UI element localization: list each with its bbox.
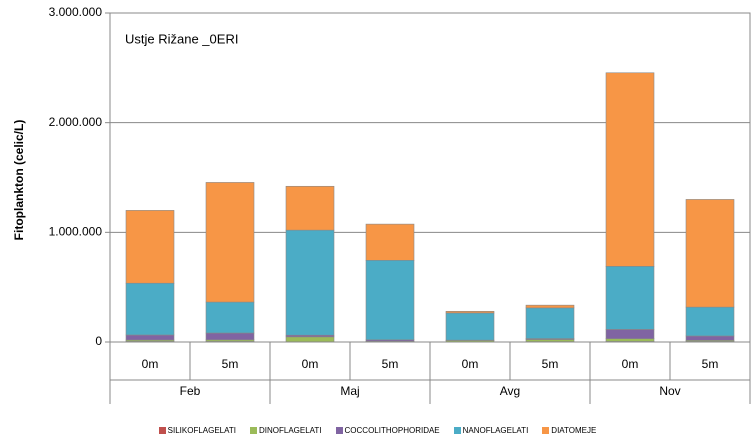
legend: SILIKOFLAGELATI DINOFLAGELATI COCCOLITHOPH… <box>0 426 755 435</box>
legend-swatch <box>249 427 257 434</box>
x-tick-label: 0m <box>462 357 479 371</box>
group-label: Maj <box>340 384 359 398</box>
legend-swatch <box>335 427 343 434</box>
legend-label: SILIKOFLAGELATI <box>167 426 236 435</box>
bar-segment <box>605 266 655 330</box>
bar-segment <box>525 307 575 339</box>
legend-label: COCCOLITHOPHORIDAE <box>344 426 440 435</box>
y-tick-label: 2.000.000 <box>49 115 103 129</box>
x-tick-label: 0m <box>622 357 639 371</box>
bar-segment <box>605 338 655 342</box>
bar-segment <box>205 182 255 303</box>
bar-segment <box>685 199 735 308</box>
group-label: Nov <box>659 384 680 398</box>
y-tick-label: 0 <box>95 334 102 348</box>
bar-segment <box>525 339 575 342</box>
bar-segment <box>125 334 175 341</box>
legend-item: SILIKOFLAGELATI <box>158 426 236 435</box>
legend-item: DIATOMEJE <box>542 426 596 435</box>
legend-label: DINOFLAGELATI <box>258 426 322 435</box>
bar-segment <box>125 210 175 284</box>
chart: Ustje Rižane _0ERI Fitoplankton (celic/L… <box>12 5 751 404</box>
legend-item: NANOFLAGELATI <box>453 426 529 435</box>
bar-segment <box>205 301 255 334</box>
bar-segment <box>445 310 495 314</box>
bar-segment <box>285 185 335 231</box>
legend-label: NANOFLAGELATI <box>462 426 529 435</box>
chart-title: Ustje Rižane _0ERI <box>125 31 238 46</box>
bar-segment <box>285 229 335 336</box>
bar-segment <box>285 336 335 343</box>
y-tick-label: 1.000.000 <box>49 225 103 239</box>
y-axis-title: Fitoplankton (celic/L) <box>12 120 26 241</box>
x-tick-label: 5m <box>702 357 719 371</box>
bar-segment <box>605 72 655 267</box>
legend-swatch <box>453 427 461 434</box>
x-tick-label: 5m <box>382 357 399 371</box>
bar-segment <box>125 282 175 336</box>
legend-swatch <box>542 427 550 434</box>
bar-segment <box>365 259 415 341</box>
legend-item: DINOFLAGELATI <box>249 426 322 435</box>
bar-segment <box>205 332 255 341</box>
x-tick-label: 0m <box>142 357 159 371</box>
bar-segment <box>685 335 735 341</box>
bar-segment <box>445 312 495 341</box>
y-tick-label: 3.000.000 <box>49 5 103 19</box>
x-tick-label: 5m <box>542 357 559 371</box>
x-tick-label: 0m <box>302 357 319 371</box>
bar-segment <box>365 223 415 261</box>
legend-label: DIATOMEJE <box>551 426 597 435</box>
bar-segment <box>605 329 655 340</box>
x-tick-label: 5m <box>222 357 239 371</box>
legend-item: COCCOLITHOPHORIDAE <box>335 426 440 435</box>
legend-swatch <box>158 427 166 434</box>
group-label: Avg <box>500 384 520 398</box>
bar-segment <box>685 306 735 337</box>
bar-segment <box>525 304 575 309</box>
group-label: Feb <box>180 384 201 398</box>
